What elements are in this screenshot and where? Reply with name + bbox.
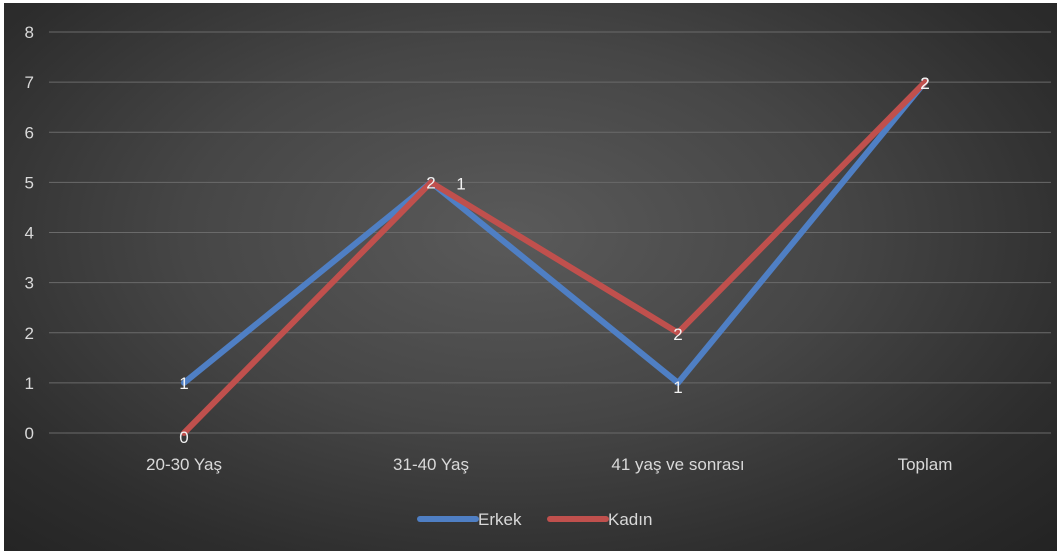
x-tick-label: 20-30 Yaş — [146, 455, 222, 474]
series-line-erkek — [181, 79, 928, 386]
y-tick-label: 3 — [25, 274, 34, 293]
series-lines — [181, 79, 928, 436]
x-tick-label: 31-40 Yaş — [393, 455, 469, 474]
legend-label: Kadın — [608, 510, 652, 529]
x-tick-label: 41 yaş ve sonrası — [611, 455, 744, 474]
line-chart: 0 1 2 3 4 5 6 7 8 20-30 Yaş 31-40 Yaş 41 yaş ve so… — [25, 23, 1051, 529]
data-label: 1 — [179, 374, 188, 393]
y-tick-label: 5 — [25, 173, 34, 192]
y-axis-ticks: 0 1 2 3 4 5 6 7 8 — [25, 23, 34, 443]
y-tick-label: 4 — [25, 224, 34, 243]
legend: Erkek Kadın — [417, 510, 652, 529]
data-label: 2 — [673, 325, 682, 344]
y-tick-label: 7 — [25, 73, 34, 92]
y-tick-label: 2 — [25, 324, 34, 343]
y-tick-label: 0 — [25, 424, 34, 443]
chart-area: 0 1 2 3 4 5 6 7 8 20-30 Yaş 31-40 Yaş 41 yaş ve so… — [4, 3, 1057, 551]
gridlines — [49, 31, 1051, 434]
legend-label: Erkek — [478, 510, 522, 529]
y-tick-label: 8 — [25, 23, 34, 42]
data-label: 1 — [673, 378, 682, 397]
x-tick-label: Toplam — [898, 455, 953, 474]
data-label: 2 — [920, 74, 929, 93]
data-label: 0 — [179, 428, 188, 447]
series-line-kadin — [181, 79, 928, 436]
data-label: 1 — [456, 174, 465, 193]
data-label: 2 — [920, 74, 929, 93]
y-tick-label: 6 — [25, 123, 34, 142]
y-tick-label: 1 — [25, 374, 34, 393]
data-label: 2 — [426, 173, 435, 192]
x-axis-ticks: 20-30 Yaş 31-40 Yaş 41 yaş ve sonrası Topla… — [146, 455, 952, 474]
